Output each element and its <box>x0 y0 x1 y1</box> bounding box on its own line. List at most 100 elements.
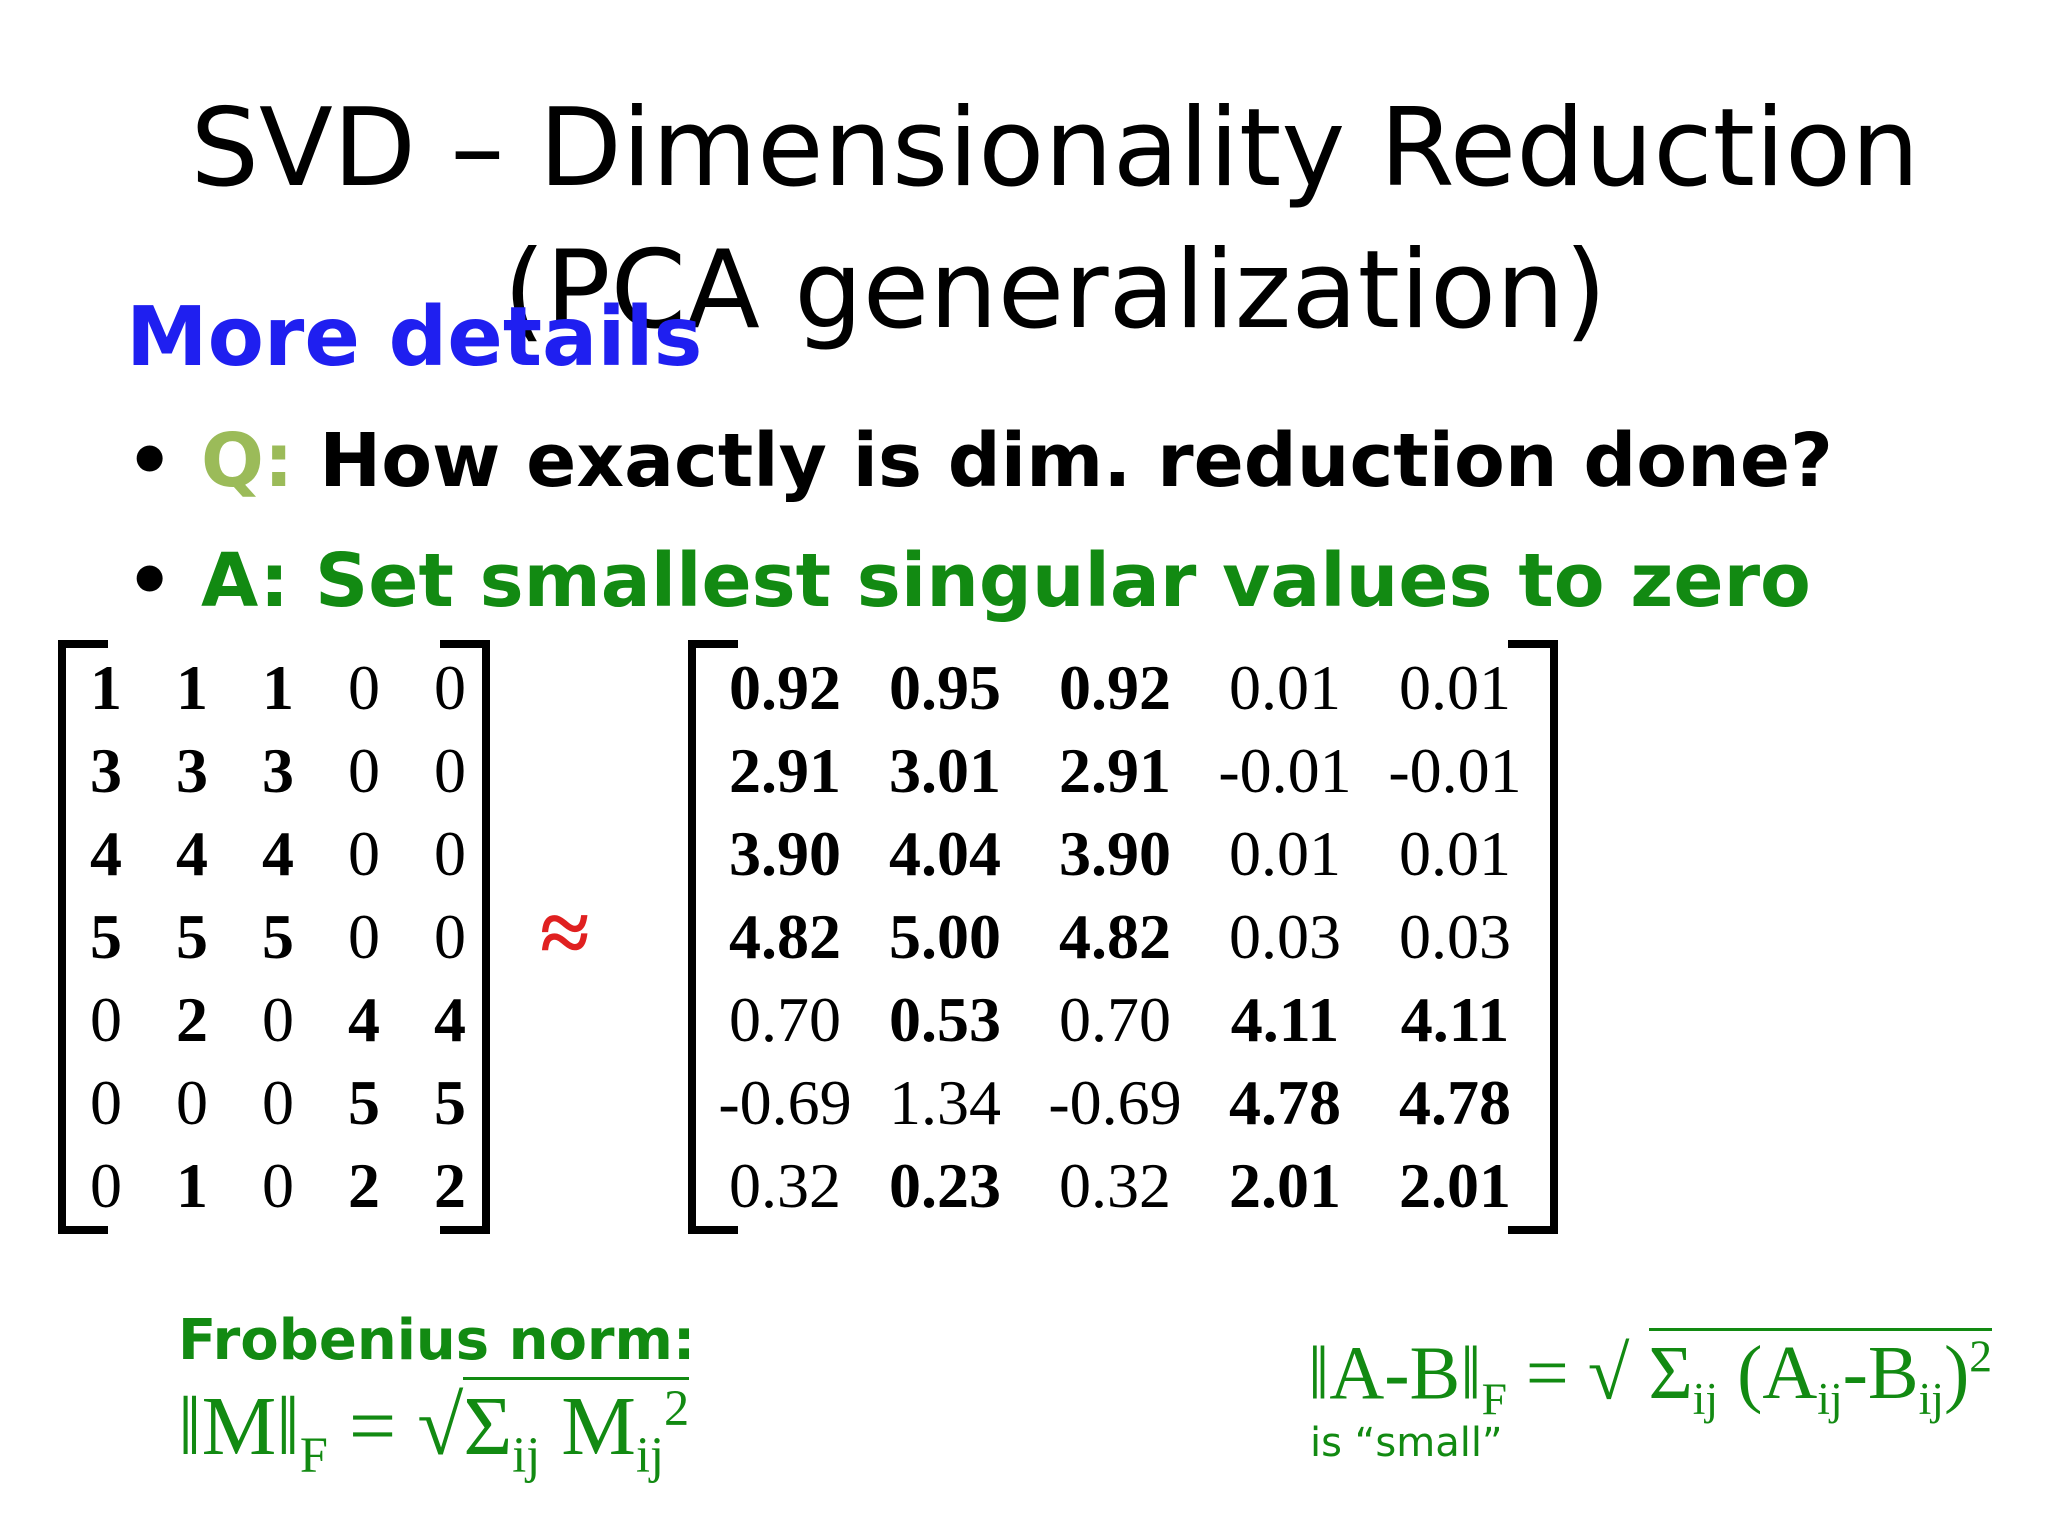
matrix-b-cell: 0.23 <box>889 1150 1001 1221</box>
matrix-b-cell: 0.32 <box>1059 1150 1171 1221</box>
matrix-a-cell: 5 <box>176 901 208 972</box>
matrix-a-cell: 0 <box>348 901 380 972</box>
matrix-a-cell: 0 <box>348 735 380 806</box>
matrix-a-cell: 2 <box>176 984 208 1055</box>
matrix-a-cell: 0 <box>262 984 294 1055</box>
matrix-a-cell: 1 <box>176 652 208 723</box>
frob-sigma: Σ <box>463 1380 513 1473</box>
matrix-b-cell: 2.91 <box>729 735 841 806</box>
matrix-b-cell: 0.92 <box>729 652 841 723</box>
matrix-b-cell: 0.32 <box>729 1150 841 1221</box>
bullet-dot: • <box>126 418 174 504</box>
matrix-a-right-bracket <box>440 640 490 1234</box>
matrix-a-cell: 1 <box>90 652 122 723</box>
diff-close: ) <box>1943 1331 1970 1416</box>
matrix-b-cell: 0.53 <box>889 984 1001 1055</box>
matrix-b-cell: 0.01 <box>1399 652 1511 723</box>
matrix-b-cell: -0.69 <box>1048 1067 1182 1138</box>
diff-open: (A <box>1718 1331 1818 1416</box>
matrix-b-cell: 4.82 <box>729 901 841 972</box>
bullet-question: • Q: How exactly is dim. reduction done? <box>126 418 1833 504</box>
matrix-a-cell: 0 <box>262 1067 294 1138</box>
matrix-a-cell: 4 <box>262 818 294 889</box>
subheading: More details <box>126 290 703 385</box>
matrix-a-cell: 0 <box>348 818 380 889</box>
diff-sigma: Σ <box>1648 1331 1693 1416</box>
matrix-b-cell: 2.01 <box>1399 1150 1511 1221</box>
diff-a-sub: ij <box>1817 1373 1843 1425</box>
diff-minus: -B <box>1842 1331 1919 1416</box>
matrix-a-cell: 0 <box>434 652 466 723</box>
matrix-b-cell: 0.95 <box>889 652 1001 723</box>
diff-ij: ij <box>1692 1373 1719 1425</box>
matrix-a-cell: 5 <box>348 1067 380 1138</box>
frob-lhs: ‖M‖ <box>178 1380 300 1473</box>
matrix-a-cell: 5 <box>90 901 122 972</box>
matrix-a-cell: 2 <box>348 1150 380 1221</box>
matrix-b-cell: 4.04 <box>889 818 1001 889</box>
diff-eq: = √ <box>1506 1331 1649 1416</box>
matrix-a-cell: 3 <box>176 735 208 806</box>
matrix-a-cell: 3 <box>90 735 122 806</box>
diff-sub-f: F <box>1481 1373 1507 1425</box>
matrix-b-cell: 0.03 <box>1399 901 1511 972</box>
matrix-b-cell: 0.70 <box>1059 984 1171 1055</box>
matrix-b-cell: 3.01 <box>889 735 1001 806</box>
matrix-b-cell: -0.01 <box>1218 735 1352 806</box>
matrix-b-cell: 5.00 <box>889 901 1001 972</box>
frobenius-formula: ‖M‖F = √Σij Mij2 <box>178 1377 690 1484</box>
matrix-a-cell: 0 <box>176 1067 208 1138</box>
matrix-a-cell: 0 <box>434 901 466 972</box>
matrix-a-cell: 4 <box>90 818 122 889</box>
difference-formula: ‖A-B‖F = √ Σij (Aij-Bij)2 <box>1308 1328 1993 1426</box>
bullet-dot: • <box>126 538 174 624</box>
matrix-b-cell: 4.82 <box>1059 901 1171 972</box>
slide-title: SVD – Dimensionality Reduction (PCA gene… <box>190 86 1920 353</box>
bullet-answer: • A: Set smallest singular values to zero <box>126 538 1811 624</box>
diff-sq: 2 <box>1969 1331 1993 1382</box>
frob-radicand: Σij Mij2 <box>463 1377 690 1483</box>
matrix-b: 0.92 0.95 0.92 0.01 0.01 2.91 3.01 2.91 -0.01 -0.… <box>700 648 1540 1221</box>
matrix-a-cell: 5 <box>434 1067 466 1138</box>
matrix-a-cell: 0 <box>262 1150 294 1221</box>
matrix-a-cell: 0 <box>434 818 466 889</box>
matrix-b-cell: -0.01 <box>1388 735 1522 806</box>
matrix-a-cell: 1 <box>176 1150 208 1221</box>
question-label: Q: <box>201 418 294 504</box>
matrix-b-left-bracket <box>688 640 738 1234</box>
matrix-b-cell: 2.01 <box>1229 1150 1341 1221</box>
matrix-a-cell: 4 <box>434 984 466 1055</box>
matrix-a-cell: 4 <box>348 984 380 1055</box>
matrix-a-cell: 4 <box>176 818 208 889</box>
matrix-b-cell: 4.11 <box>1230 984 1340 1055</box>
matrix-b-cell: 4.78 <box>1229 1067 1341 1138</box>
frob-ij: ij <box>512 1426 541 1483</box>
matrix-a-cell: 0 <box>90 1067 122 1138</box>
approx-symbol: ≈ <box>540 884 590 983</box>
matrix-b-cell: 0.03 <box>1229 901 1341 972</box>
matrix-a-left-bracket <box>58 640 108 1234</box>
diff-radicand: Σij (Aij-Bij)2 <box>1648 1328 1993 1425</box>
matrix-b-cell: 4.11 <box>1400 984 1510 1055</box>
frob-m: M <box>540 1380 636 1473</box>
matrix-a-cell: 0 <box>348 652 380 723</box>
matrix-b-cell: 0.70 <box>729 984 841 1055</box>
matrix-b-cell: 2.91 <box>1059 735 1171 806</box>
diff-lhs: ‖A-B‖ <box>1308 1331 1482 1416</box>
matrix-a-cell: 0 <box>90 1150 122 1221</box>
matrix-a-cell: 0 <box>90 984 122 1055</box>
matrix-b-cell: 0.01 <box>1229 652 1341 723</box>
frob-eq: = √ <box>327 1380 464 1473</box>
frob-sub-f: F <box>299 1426 328 1483</box>
matrix-b-cell: 0.01 <box>1399 818 1511 889</box>
frob-m-sub: ij <box>635 1426 664 1483</box>
matrix-b-cell: 0.92 <box>1059 652 1171 723</box>
small-note: is “small” <box>1310 1420 1503 1466</box>
matrix-b-cell: 4.78 <box>1399 1067 1511 1138</box>
matrix-a-cell: 1 <box>262 652 294 723</box>
question-text: How exactly is dim. reduction done? <box>293 418 1833 504</box>
matrix-b-cell: 0.01 <box>1229 818 1341 889</box>
matrix-a-cell: 3 <box>262 735 294 806</box>
matrix-a-cell: 5 <box>262 901 294 972</box>
